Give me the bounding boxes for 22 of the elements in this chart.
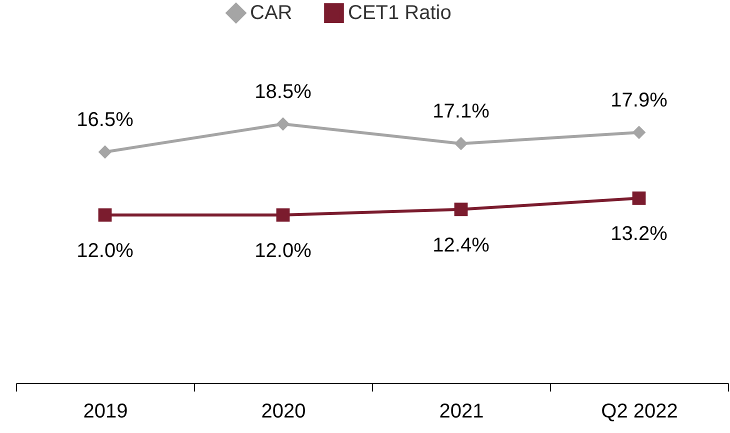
x-tick-label: 2019 xyxy=(83,400,128,422)
point xyxy=(98,145,112,159)
data-label: 16.5% xyxy=(76,109,134,131)
point xyxy=(276,208,290,222)
data-label: 18.5% xyxy=(254,81,312,103)
x-tick-label: 2020 xyxy=(261,400,306,422)
data-label: 12.0% xyxy=(76,240,134,262)
data-label: 12.4% xyxy=(432,234,490,256)
point xyxy=(276,117,290,131)
point xyxy=(632,126,646,140)
point xyxy=(632,191,646,205)
x-tick-label: Q2 2022 xyxy=(601,400,678,422)
data-label: 13.2% xyxy=(610,223,668,246)
legend-label: CAR xyxy=(250,2,292,24)
x-tick-label: 2021 xyxy=(439,400,484,422)
point xyxy=(454,202,468,216)
legend-label: CET1 Ratio xyxy=(348,2,452,24)
data-label: 17.1% xyxy=(432,100,490,123)
data-label: 12.0% xyxy=(254,240,312,262)
point xyxy=(98,208,112,222)
data-label: 17.9% xyxy=(610,89,668,112)
point xyxy=(454,136,468,150)
